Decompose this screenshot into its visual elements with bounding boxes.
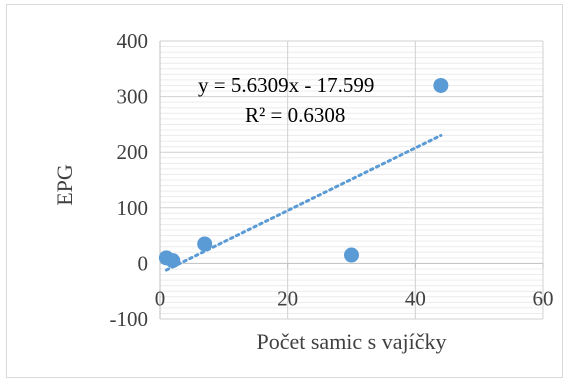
trendline-r-squared: R² = 0.6308 [245,103,345,127]
y-tick-label: 300 [117,85,149,109]
data-point [433,77,449,93]
x-axis-title: Počet samic s vajíčky [256,329,446,354]
data-points [158,77,449,269]
y-axis-title: EPG [52,164,77,206]
y-tick-label: -100 [110,307,149,331]
x-tick-label: 0 [155,286,166,310]
data-point [344,247,359,263]
x-tick-label: 20 [277,286,298,310]
x-tick-label: 60 [533,286,554,310]
trendline [164,133,443,272]
y-tick-label: 200 [117,140,149,164]
data-point [197,236,213,252]
x-tick-label: 40 [405,286,426,310]
y-tick-label: 0 [138,251,149,275]
gridlines [160,40,544,320]
y-tick-label: 400 [117,29,149,53]
data-point [165,253,181,269]
y-tick-label: 100 [117,196,149,220]
axes [159,41,544,319]
trendline-equation: y = 5.6309x - 17.599 [198,73,374,97]
